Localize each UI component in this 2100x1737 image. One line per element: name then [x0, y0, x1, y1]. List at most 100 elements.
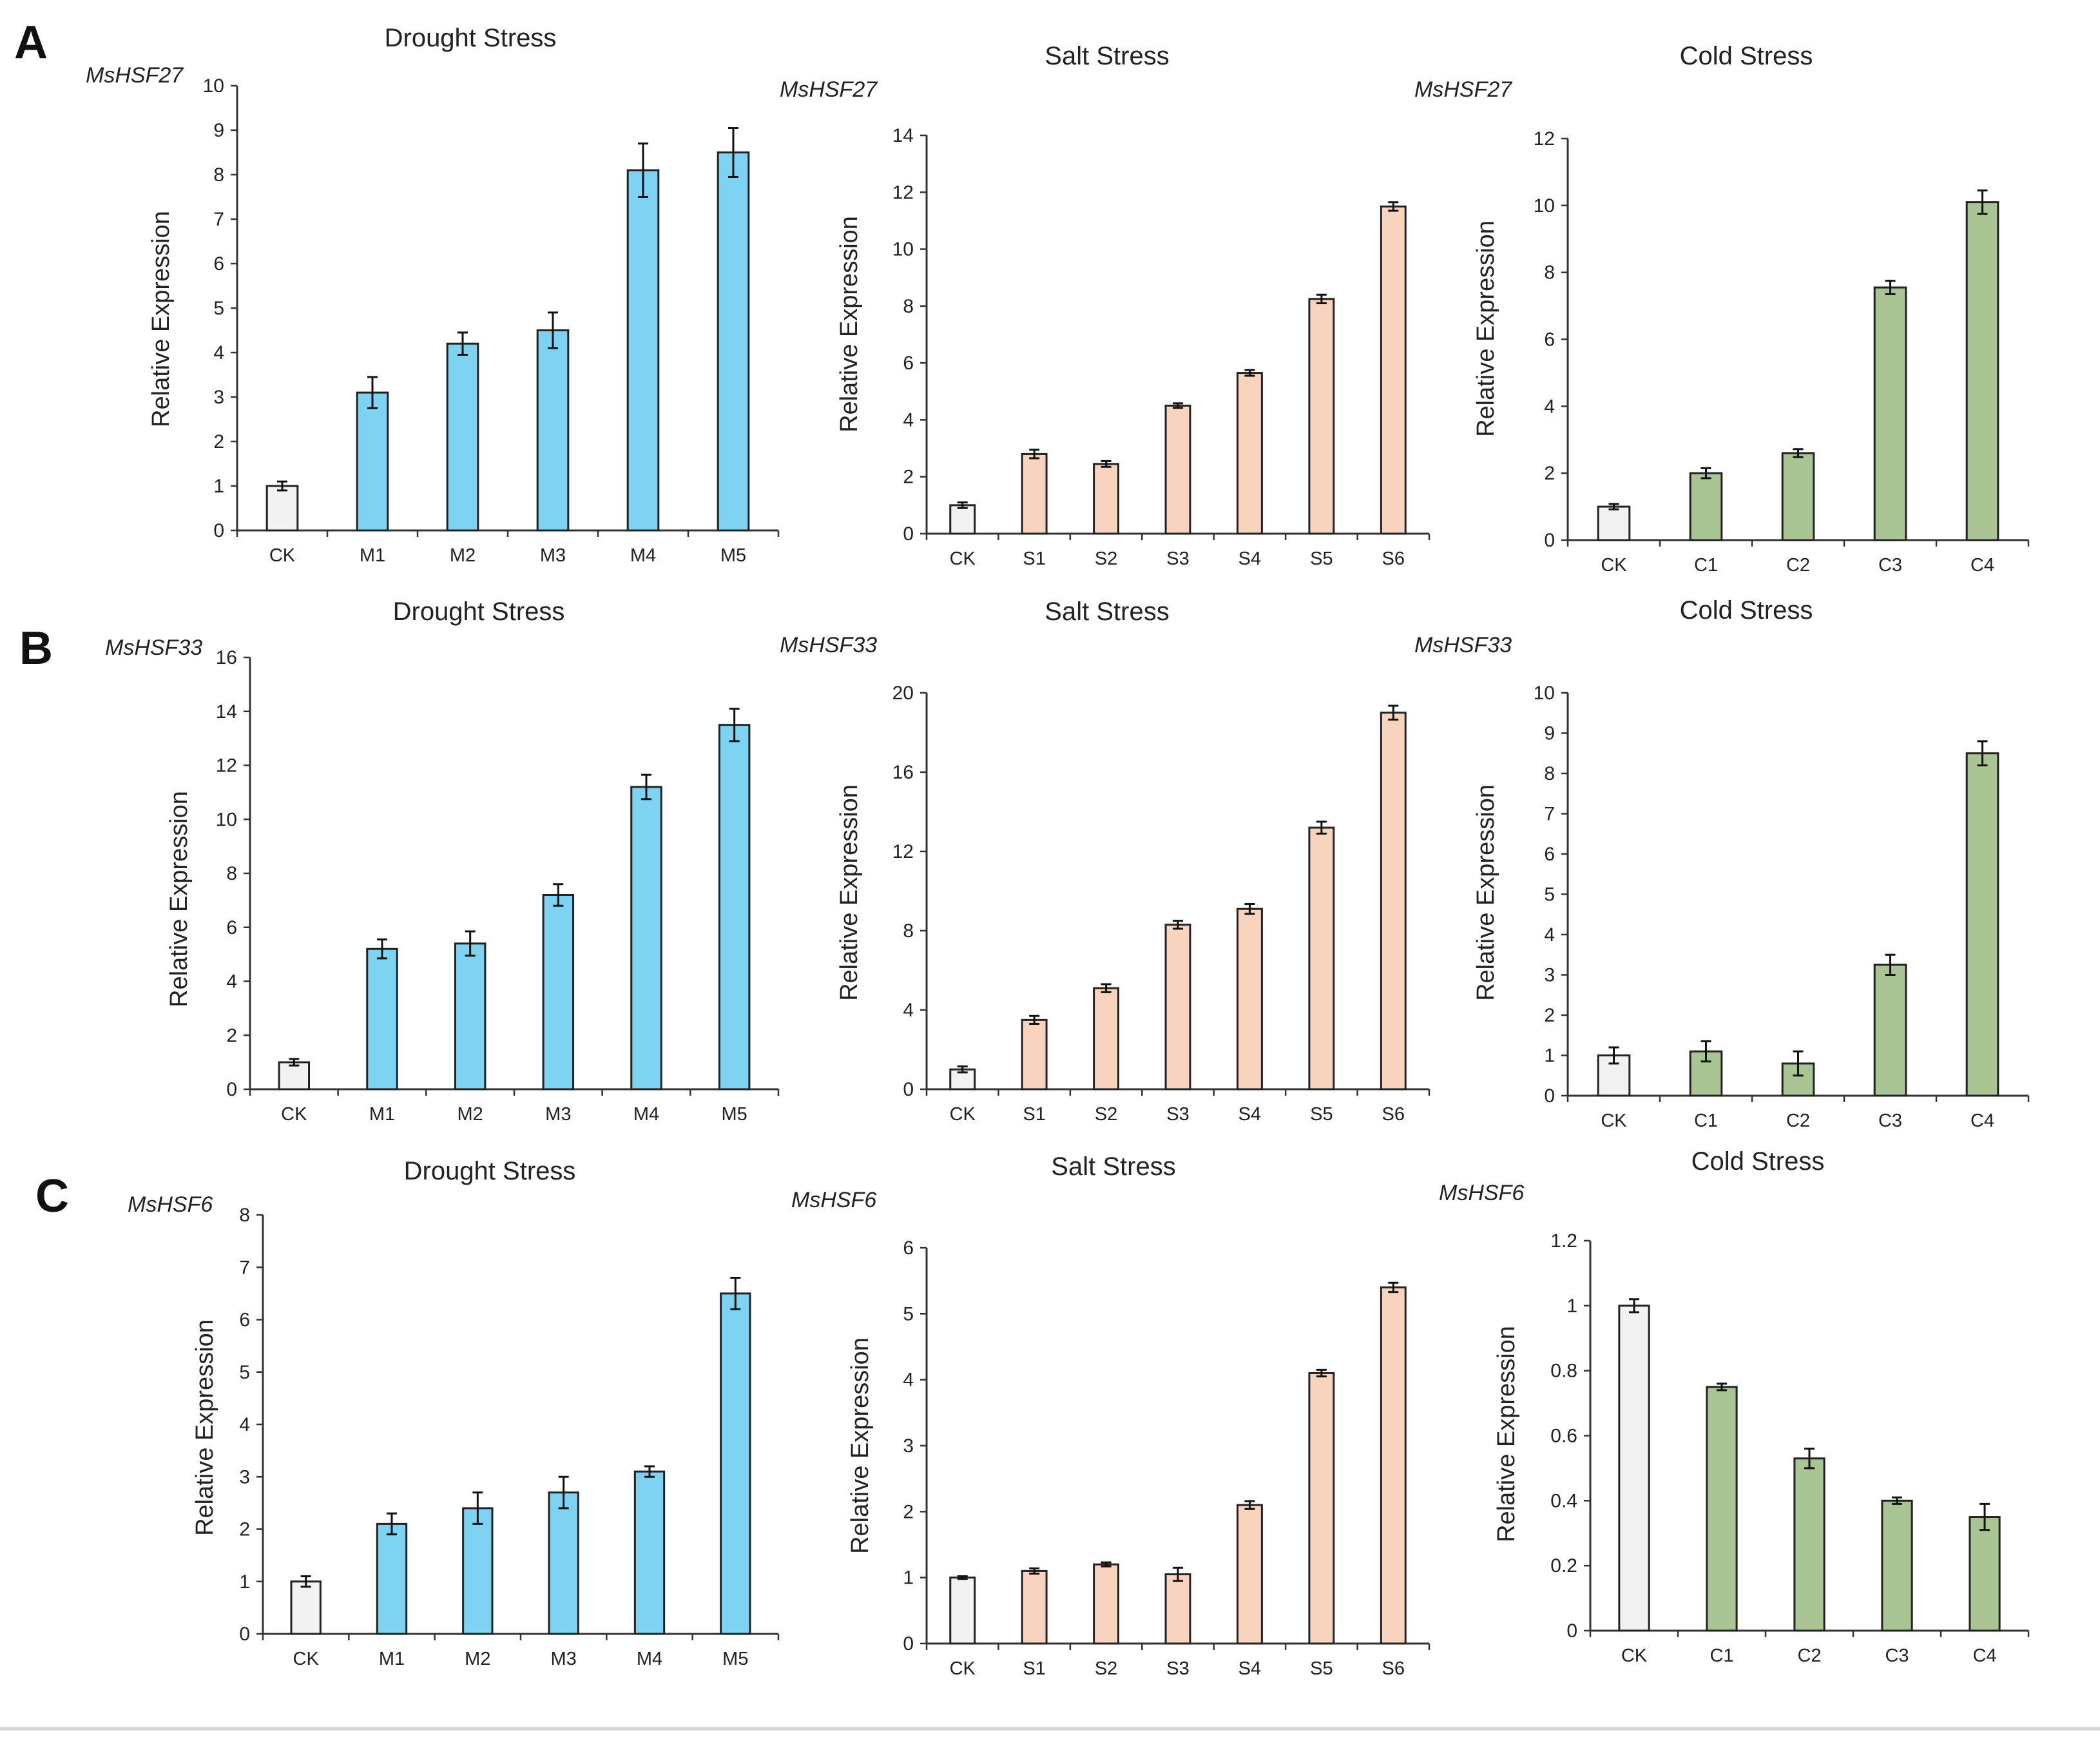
- bar-c1: [1689, 472, 1723, 541]
- chart-a-drought: Drought Stress MsHSF27 Relative Expression…: [86, 24, 780, 566]
- bar-s1: [1021, 1018, 1048, 1091]
- x-tick-label: CK: [281, 1104, 307, 1125]
- y-tick-label: 3: [1544, 965, 1555, 986]
- y-tick-label: 7: [213, 209, 224, 230]
- y-tick-label: 6: [226, 917, 237, 938]
- x-tick-label: S2: [1095, 548, 1117, 569]
- y-tick-label: 12: [1534, 128, 1555, 150]
- gene-label: MsHSF27: [1414, 77, 1512, 102]
- y-tick-label: 3: [239, 1466, 250, 1488]
- chart-title: Salt Stress: [1051, 1152, 1175, 1181]
- x-tick-label: C3: [1885, 1645, 1909, 1666]
- y-tick-label: 0.6: [1550, 1426, 1577, 1447]
- y-tick-label: 4: [213, 342, 224, 364]
- x-tick-label: CK: [293, 1649, 320, 1669]
- y-tick-label: 6: [903, 353, 914, 374]
- x-tick-label: C3: [1878, 1111, 1902, 1131]
- x-tick-label: CK: [950, 1104, 976, 1125]
- bar-m5: [718, 724, 751, 1091]
- x-tick-label: C1: [1694, 1111, 1718, 1131]
- x-tick-label: M4: [637, 1649, 662, 1669]
- bar-s5: [1308, 298, 1335, 535]
- y-tick-label: 12: [892, 182, 914, 203]
- x-tick-label: C2: [1786, 555, 1810, 576]
- y-axis-label: Relative Expression: [1472, 784, 1499, 1001]
- y-tick-label: 4: [903, 1370, 914, 1391]
- chart-title: Cold Stress: [1680, 596, 1813, 625]
- x-tick-label: C1: [1710, 1645, 1733, 1666]
- bar-s6: [1380, 205, 1407, 535]
- chart-title: Drought Stress: [393, 597, 565, 626]
- y-tick-label: 4: [239, 1414, 250, 1435]
- x-tick-label: S6: [1382, 548, 1405, 569]
- x-tick-label: S3: [1166, 1658, 1189, 1679]
- y-tick-label: 0: [1544, 530, 1555, 551]
- chart-title: Cold Stress: [1680, 42, 1813, 70]
- x-tick-label: CK: [950, 1658, 976, 1679]
- chart-b-cold: Cold Stress MsHSF33 Relative Expression 0 1 2…: [1414, 596, 2030, 1131]
- bar-ck: [1618, 1305, 1650, 1632]
- x-tick-label: M1: [360, 545, 385, 566]
- y-tick-label: 14: [216, 701, 237, 723]
- bar-ck: [949, 1577, 976, 1645]
- y-tick-label: 10: [216, 809, 237, 830]
- bar-c1: [1689, 1050, 1723, 1097]
- y-tick-label: 2: [226, 1025, 237, 1046]
- bar-m3: [536, 329, 570, 532]
- y-axis-label: Relative Expression: [166, 791, 193, 1007]
- y-tick-label: 0: [1544, 1085, 1555, 1107]
- y-tick-label: 6: [1544, 329, 1555, 351]
- chart-c-drought: Drought Stress MsHSF6 Relative Expression 0…: [128, 1157, 780, 1669]
- y-tick-label: 0: [226, 1079, 237, 1100]
- bar-c3: [1873, 286, 1907, 541]
- y-tick-label: 8: [1544, 262, 1555, 284]
- x-tick-label: S4: [1238, 1658, 1261, 1679]
- bar-c4: [1965, 201, 1999, 541]
- x-tick-label: C4: [1972, 1645, 1996, 1666]
- bar-m1: [356, 391, 389, 532]
- bar-m1: [376, 1522, 408, 1635]
- chart-b-drought: Drought Stress MsHSF33 Relative Expression…: [105, 597, 780, 1125]
- chart-title: Cold Stress: [1691, 1147, 1825, 1176]
- y-tick-label: 3: [213, 387, 224, 408]
- bar-c3: [1881, 1499, 1913, 1632]
- x-tick-label: M4: [633, 1104, 659, 1125]
- y-tick-label: 4: [1544, 396, 1555, 417]
- bar-m5: [720, 1292, 751, 1635]
- y-axis-label: Relative Expression: [1472, 220, 1499, 437]
- gene-label: MsHSF27: [780, 77, 878, 102]
- y-tick-label: 0: [903, 1079, 914, 1100]
- gene-label: MsHSF6: [1439, 1181, 1524, 1205]
- x-tick-label: CK: [1621, 1645, 1648, 1666]
- x-tick-label: C2: [1786, 1111, 1810, 1131]
- x-tick-label: S1: [1023, 1658, 1045, 1679]
- bar-s3: [1164, 924, 1191, 1091]
- y-tick-label: 20: [892, 683, 914, 704]
- x-tick-label: M5: [722, 1649, 748, 1669]
- chart-title: Drought Stress: [385, 24, 557, 52]
- bar-s4: [1236, 1504, 1263, 1645]
- bar-m2: [462, 1507, 494, 1635]
- y-axis-label: Relative Expression: [191, 1319, 218, 1536]
- x-tick-label: S1: [1023, 548, 1045, 569]
- x-tick-label: CK: [1601, 555, 1627, 576]
- chart-b-salt: Salt Stress MsHSF33 Relative Expression 0 4 8…: [780, 597, 1431, 1125]
- y-tick-label: 4: [226, 971, 237, 993]
- chart-a-cold: Cold Stress MsHSF27 Relative Expression 0 2 4…: [1414, 42, 2030, 576]
- x-tick-label: M5: [722, 1104, 747, 1125]
- x-tick-label: M3: [551, 1649, 577, 1669]
- x-tick-label: S2: [1095, 1658, 1117, 1679]
- y-axis-label: Relative Expression: [1493, 1326, 1520, 1542]
- gene-label: MsHSF33: [105, 636, 202, 660]
- x-tick-label: S6: [1382, 1658, 1405, 1679]
- bar-m2: [446, 342, 479, 532]
- y-tick-label: 2: [213, 431, 224, 452]
- y-tick-label: 16: [892, 762, 914, 783]
- chart-c-salt: Salt Stress MsHSF6 Relative Expression 0 1 2 3…: [791, 1152, 1431, 1679]
- y-tick-label: 1: [213, 476, 224, 497]
- bar-s2: [1093, 987, 1120, 1091]
- y-tick-label: 8: [903, 920, 914, 942]
- x-tick-label: C3: [1878, 555, 1902, 576]
- bar-s4: [1236, 372, 1263, 535]
